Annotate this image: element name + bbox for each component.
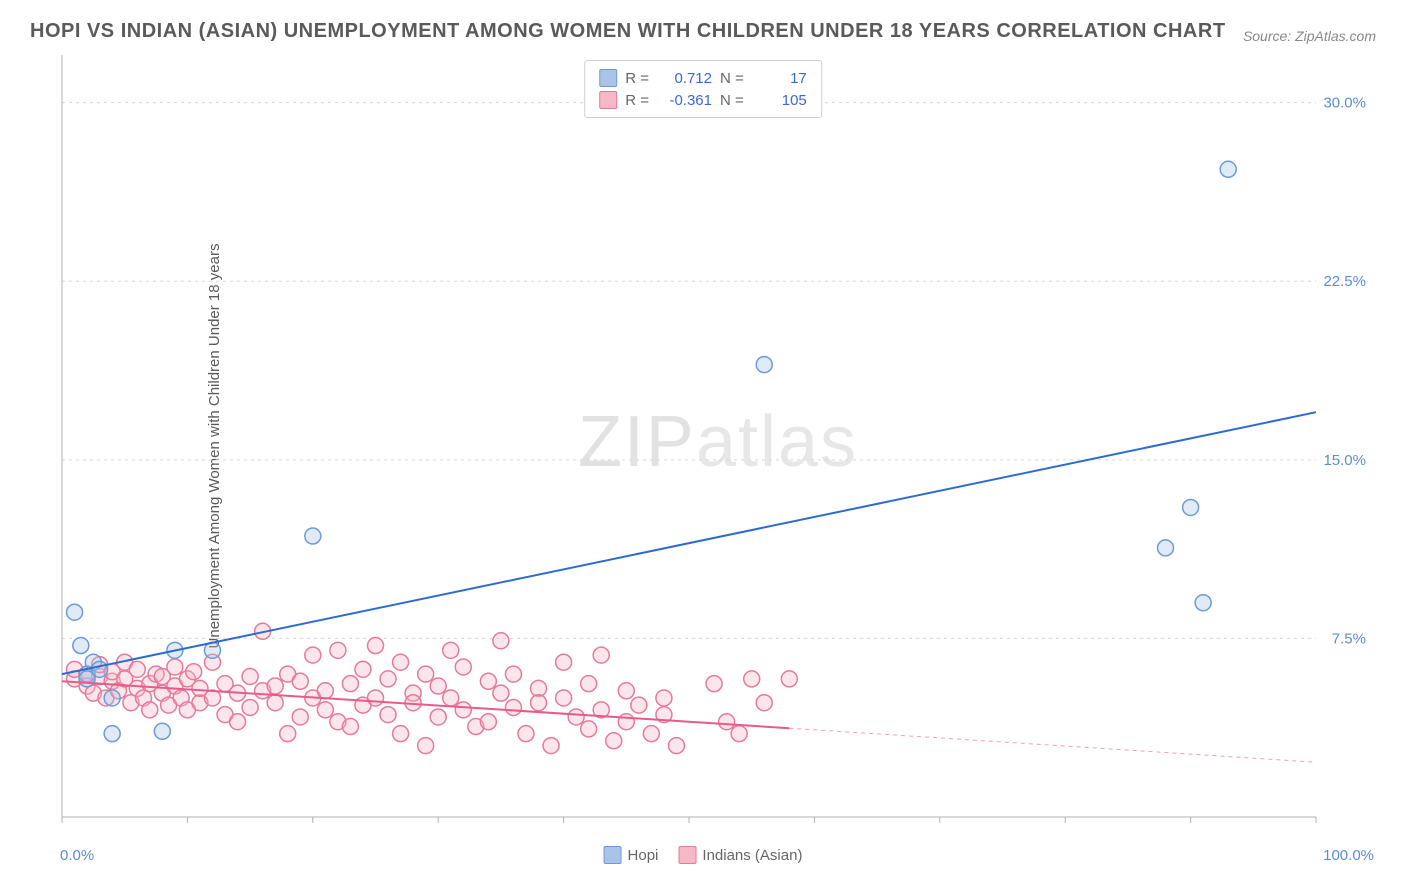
svg-text:30.0%: 30.0% (1323, 95, 1366, 112)
chart-title: HOPI VS INDIAN (ASIAN) UNEMPLOYMENT AMON… (30, 20, 1226, 43)
legend-item-indians: Indians (Asian) (678, 846, 802, 864)
swatch-indians (599, 91, 617, 109)
scatter-svg: 7.5% 15.0% 22.5% 30.0% (60, 55, 1376, 837)
n-value-hopi: 17 (752, 70, 807, 87)
legend-swatch-hopi (604, 846, 622, 864)
r-label: R = (625, 70, 649, 87)
legend-item-hopi: Hopi (604, 846, 659, 864)
r-label: R = (625, 92, 649, 109)
legend-row-indians: R = -0.361 N = 105 (599, 89, 807, 111)
svg-text:15.0%: 15.0% (1323, 452, 1366, 469)
r-value-hopi: 0.712 (657, 70, 712, 87)
legend-swatch-indians (678, 846, 696, 864)
series-legend: Hopi Indians (Asian) (604, 846, 803, 864)
legend-row-hopi: R = 0.712 N = 17 (599, 67, 807, 89)
source-attribution: Source: ZipAtlas.com (1243, 28, 1376, 44)
n-value-indians: 105 (752, 92, 807, 109)
n-label: N = (720, 70, 744, 87)
correlation-legend: R = 0.712 N = 17 R = -0.361 N = 105 (584, 60, 822, 118)
r-value-indians: -0.361 (657, 92, 712, 109)
legend-label-hopi: Hopi (628, 847, 659, 864)
n-label: N = (720, 92, 744, 109)
chart-plot-area: 7.5%15.0%22.5%30.0% ZIPatlas (60, 55, 1376, 837)
svg-text:22.5%: 22.5% (1323, 273, 1366, 290)
swatch-hopi (599, 69, 617, 87)
legend-label-indians: Indians (Asian) (702, 847, 802, 864)
svg-text:7.5%: 7.5% (1332, 630, 1366, 647)
x-axis-min-label: 0.0% (60, 847, 94, 864)
x-axis-max-label: 100.0% (1323, 847, 1374, 864)
